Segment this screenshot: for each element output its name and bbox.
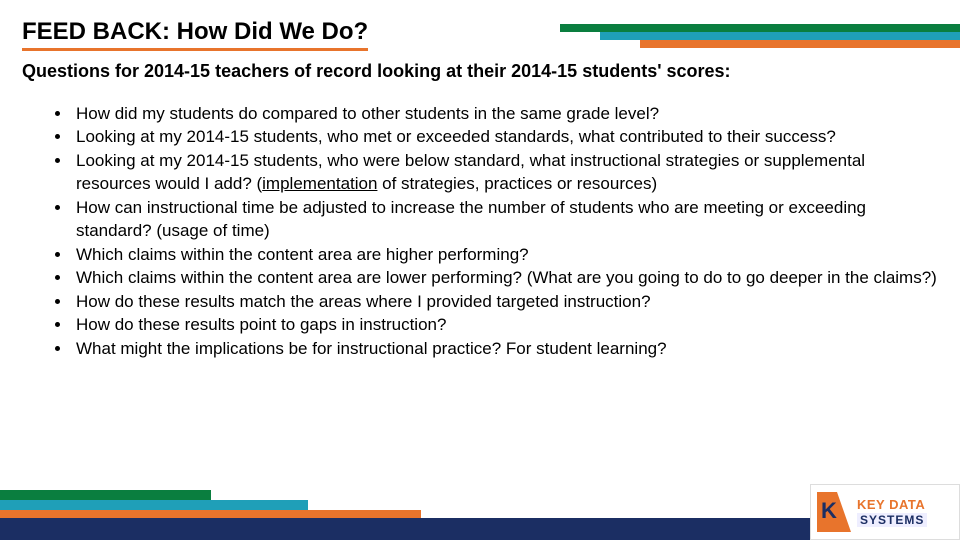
header-row: FEED BACK: How Did We Do?: [22, 18, 938, 51]
bullet-text: How did my students do compared to other…: [76, 104, 659, 123]
top-accent-stripes: [560, 24, 960, 48]
stripe-green: [560, 24, 960, 32]
footer-stripe-teal: [0, 500, 308, 510]
bullet-text: How do these results point to gaps in in…: [76, 315, 446, 334]
bullet-underline: implementation: [262, 174, 377, 193]
logo-line2: SYSTEMS: [857, 513, 927, 527]
stripe-teal: [600, 32, 960, 40]
list-item: What might the implications be for instr…: [72, 337, 938, 360]
list-item: How do these results match the areas whe…: [72, 290, 938, 313]
bullet-text: Which claims within the content area are…: [76, 245, 529, 264]
slide-title: FEED BACK: How Did We Do?: [22, 18, 368, 51]
footer-accent-stripes: [0, 484, 810, 540]
logo-line1: KEY DATA: [857, 498, 927, 511]
list-item: Looking at my 2014-15 students, who met …: [72, 125, 938, 148]
brand-logo: KEY DATA SYSTEMS: [810, 484, 960, 540]
list-item: Looking at my 2014-15 students, who were…: [72, 149, 938, 196]
footer: KEY DATA SYSTEMS: [0, 484, 960, 540]
bullet-text-post: of strategies, practices or resources): [377, 174, 657, 193]
bullet-text: Which claims within the content area are…: [76, 268, 937, 287]
bullet-list: How did my students do compared to other…: [72, 102, 938, 360]
slide-subtitle: Questions for 2014-15 teachers of record…: [22, 61, 938, 82]
list-item: How do these results point to gaps in in…: [72, 313, 938, 336]
stripe-orange: [640, 40, 960, 48]
bullet-text: How do these results match the areas whe…: [76, 292, 651, 311]
bullet-text: Looking at my 2014-15 students, who met …: [76, 127, 836, 146]
list-item: Which claims within the content area are…: [72, 266, 938, 289]
list-item: How can instructional time be adjusted t…: [72, 196, 938, 243]
list-item: Which claims within the content area are…: [72, 243, 938, 266]
logo-mark-icon: [817, 492, 851, 532]
footer-stripe-green: [0, 490, 211, 500]
slide: FEED BACK: How Did We Do? Questions for …: [0, 0, 960, 540]
bullet-text: What might the implications be for instr…: [76, 339, 667, 358]
footer-stripe-navy: [0, 518, 810, 540]
logo-text: KEY DATA SYSTEMS: [857, 498, 927, 527]
bullet-text: How can instructional time be adjusted t…: [76, 198, 866, 240]
list-item: How did my students do compared to other…: [72, 102, 938, 125]
